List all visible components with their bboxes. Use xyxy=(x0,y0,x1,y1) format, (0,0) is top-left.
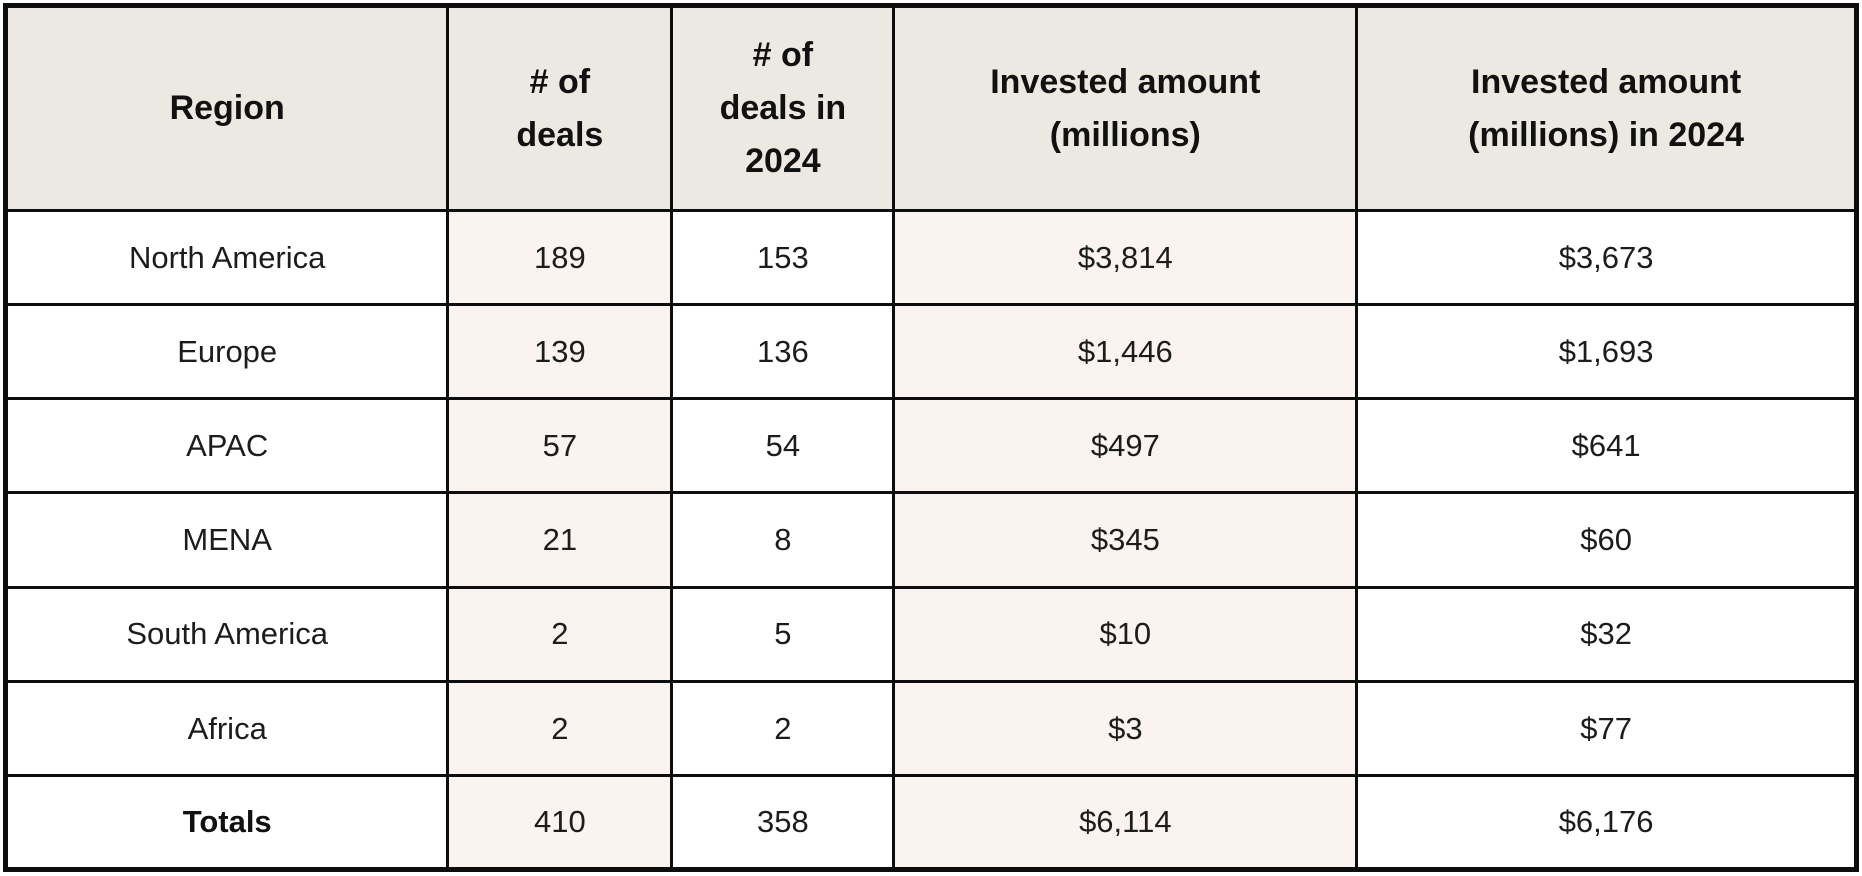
cell-invested-2024: $1,693 xyxy=(1355,303,1858,401)
cell-deals: 57 xyxy=(446,397,674,495)
table-header: Region # of deals # of deals in 2024 Inv… xyxy=(3,4,1858,212)
header-cell-deals: # of deals xyxy=(446,4,674,212)
cell-deals-2024: 5 xyxy=(670,585,896,683)
table-row: Europe 139 136 $1,446 $1,693 xyxy=(3,303,1858,401)
cell-invested-2024: $6,176 xyxy=(1355,773,1858,872)
cell-region: North America xyxy=(3,208,450,307)
table-row: Africa 2 2 $3 $77 xyxy=(3,679,1858,777)
header-row: Region # of deals # of deals in 2024 Inv… xyxy=(3,4,1858,212)
totals-row: Totals 410 358 $6,114 $6,176 xyxy=(3,773,1858,872)
cell-region: Europe xyxy=(3,303,450,401)
cell-invested-2024: $641 xyxy=(1355,397,1858,495)
table-body: North America 189 153 $3,814 $3,673 Euro… xyxy=(3,208,1858,872)
table-row: APAC 57 54 $497 $641 xyxy=(3,397,1858,495)
cell-invested: $6,114 xyxy=(892,773,1359,872)
cell-deals: 2 xyxy=(446,585,674,683)
cell-invested: $497 xyxy=(892,397,1359,495)
header-cell-deals-2024: # of deals in 2024 xyxy=(670,4,896,212)
table-row: North America 189 153 $3,814 $3,673 xyxy=(3,208,1858,307)
regional-deals-table: Region # of deals # of deals in 2024 Inv… xyxy=(3,3,1859,872)
cell-invested-2024: $77 xyxy=(1355,679,1858,777)
cell-invested-2024: $32 xyxy=(1355,585,1858,683)
cell-deals: 2 xyxy=(446,679,674,777)
cell-deals-2024: 2 xyxy=(670,679,896,777)
cell-invested: $345 xyxy=(892,491,1359,589)
header-cell-region: Region xyxy=(3,4,450,212)
cell-region: APAC xyxy=(3,397,450,495)
cell-region: MENA xyxy=(3,491,450,589)
cell-region: South America xyxy=(3,585,450,683)
cell-invested: $3 xyxy=(892,679,1359,777)
cell-deals-2024: 358 xyxy=(670,773,896,872)
cell-region: Africa xyxy=(3,679,450,777)
header-cell-invested-amount: Invested amount (millions) xyxy=(892,4,1359,212)
cell-region-totals: Totals xyxy=(3,773,450,872)
cell-invested-2024: $3,673 xyxy=(1355,208,1858,307)
cell-deals-2024: 54 xyxy=(670,397,896,495)
cell-deals-2024: 8 xyxy=(670,491,896,589)
cell-invested: $10 xyxy=(892,585,1359,683)
cell-invested: $1,446 xyxy=(892,303,1359,401)
cell-invested-2024: $60 xyxy=(1355,491,1858,589)
cell-deals: 139 xyxy=(446,303,674,401)
cell-deals: 410 xyxy=(446,773,674,872)
cell-deals: 189 xyxy=(446,208,674,307)
header-cell-invested-amount-2024: Invested amount (millions) in 2024 xyxy=(1355,4,1858,212)
table-row: South America 2 5 $10 $32 xyxy=(3,585,1858,683)
cell-invested: $3,814 xyxy=(892,208,1359,307)
table-row: MENA 21 8 $345 $60 xyxy=(3,491,1858,589)
cell-deals: 21 xyxy=(446,491,674,589)
cell-deals-2024: 153 xyxy=(670,208,896,307)
cell-deals-2024: 136 xyxy=(670,303,896,401)
